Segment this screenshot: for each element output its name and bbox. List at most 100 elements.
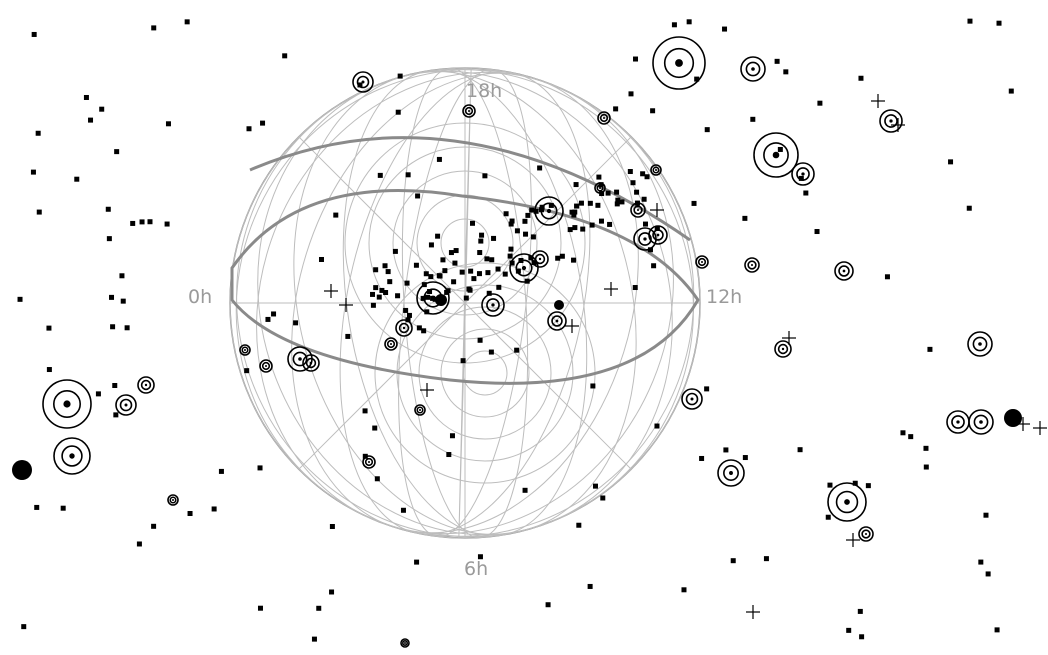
filled-square-marker — [983, 512, 989, 518]
filled-square-marker — [397, 73, 403, 79]
filled-square-marker — [825, 514, 831, 520]
filled-square-marker — [576, 522, 582, 528]
filled-square-marker — [373, 285, 379, 291]
filled-square-marker — [383, 290, 389, 296]
filled-square-marker — [798, 175, 804, 181]
filled-square-marker — [416, 325, 422, 331]
filled-square-marker — [723, 447, 729, 453]
filled-square-marker — [644, 174, 650, 180]
filled-square-marker — [596, 174, 602, 180]
filled-square-marker — [373, 267, 379, 273]
filled-square-marker — [151, 523, 157, 529]
filled-square-marker — [642, 221, 648, 227]
filled-square-marker — [83, 94, 89, 100]
ringed-galaxy-symbol — [509, 253, 539, 283]
filled-square-marker — [852, 480, 858, 486]
filled-square-marker — [36, 209, 42, 215]
open-cluster-cross — [339, 298, 353, 312]
filled-square-marker — [293, 320, 299, 326]
filled-square-marker — [654, 423, 660, 429]
open-cluster-cross — [746, 605, 760, 619]
filled-square-marker — [405, 172, 411, 178]
ringed-galaxy-symbol — [695, 255, 709, 269]
filled-square-marker — [124, 325, 130, 331]
filled-square-marker — [488, 349, 494, 355]
filled-dot-marker — [554, 300, 564, 310]
filled-square-marker — [592, 483, 598, 489]
filled-square-marker — [508, 246, 514, 252]
filled-square-marker — [21, 624, 27, 630]
filled-square-marker — [495, 266, 501, 272]
filled-square-marker — [139, 219, 145, 225]
filled-square-marker — [466, 286, 472, 292]
filled-square-marker — [574, 203, 580, 209]
filled-square-marker — [763, 556, 769, 562]
filled-square-marker — [671, 22, 677, 28]
ringed-galaxy-symbol — [968, 409, 994, 435]
filled-square-marker — [316, 605, 322, 611]
filled-square-marker — [362, 408, 368, 414]
filled-square-marker — [448, 250, 454, 256]
filled-square-marker — [382, 263, 388, 269]
filled-square-marker — [164, 221, 170, 227]
filled-square-marker — [598, 218, 604, 224]
filled-square-marker — [587, 200, 593, 206]
filled-square-marker — [491, 235, 497, 241]
grid-line — [464, 136, 632, 304]
filled-square-marker — [479, 232, 485, 238]
hour-label-0h: 0h — [188, 286, 213, 308]
filled-square-marker — [614, 201, 620, 207]
filled-square-marker — [357, 82, 363, 88]
filled-square-marker — [329, 523, 335, 529]
filled-square-marker — [545, 602, 551, 608]
ringed-galaxy-symbol — [534, 196, 564, 226]
open-cluster-cross — [604, 282, 618, 296]
ringed-galaxy-symbol — [791, 162, 815, 186]
filled-square-marker — [827, 482, 833, 488]
filled-square-marker — [627, 169, 633, 175]
declination-circle — [462, 350, 508, 396]
filled-square-marker — [440, 257, 446, 263]
filled-square-marker — [528, 255, 534, 261]
filled-square-marker — [514, 347, 520, 353]
filled-square-marker — [453, 248, 459, 254]
filled-square-marker — [578, 200, 584, 206]
filled-square-marker — [477, 250, 483, 256]
ringed-galaxy-symbol — [630, 202, 646, 218]
filled-square-marker — [531, 260, 537, 266]
filled-square-marker — [244, 368, 250, 374]
sky-objects — [12, 18, 1047, 648]
filled-square-marker — [370, 291, 376, 297]
declination-circle — [418, 306, 552, 440]
filled-square-marker — [515, 268, 521, 274]
filled-square-marker — [572, 209, 578, 215]
open-cluster-cross — [782, 331, 796, 345]
filled-square-marker — [803, 190, 809, 196]
filled-square-marker — [607, 221, 613, 227]
ringed-galaxy-symbol — [362, 455, 376, 469]
filled-square-marker — [257, 465, 263, 471]
filled-square-marker — [477, 337, 483, 343]
filled-square-marker — [329, 589, 335, 595]
ringed-galaxy-symbol — [681, 388, 703, 410]
filled-square-marker — [485, 270, 491, 276]
filled-square-marker — [569, 209, 575, 215]
filled-square-marker — [704, 386, 710, 392]
filled-square-marker — [722, 26, 728, 32]
filled-square-marker — [114, 149, 120, 155]
filled-square-marker — [996, 20, 1002, 26]
filled-square-marker — [509, 218, 515, 224]
filled-square-marker — [628, 91, 634, 97]
filled-square-marker — [459, 269, 465, 275]
filled-square-marker — [34, 504, 40, 510]
filled-square-marker — [742, 455, 748, 461]
ringed-galaxy-symbol — [137, 376, 155, 394]
filled-square-marker — [106, 236, 112, 242]
filled-square-marker — [633, 56, 639, 62]
ringed-galaxy-symbol — [753, 132, 799, 178]
filled-square-marker — [699, 455, 705, 461]
filled-square-marker — [484, 256, 490, 262]
hour-circle — [342, 69, 588, 537]
filled-square-marker — [509, 260, 515, 266]
